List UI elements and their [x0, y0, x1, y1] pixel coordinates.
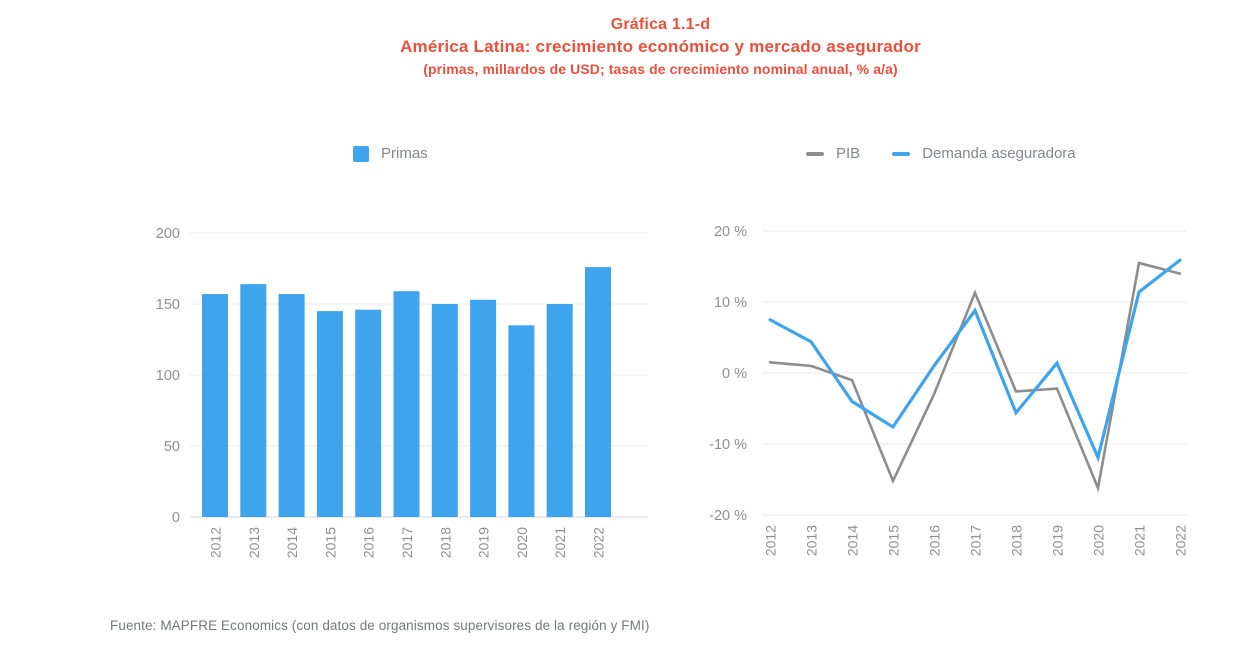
x-tick-2018: 2018: [437, 527, 453, 558]
chart-title-main: América Latina: crecimiento económico y …: [400, 37, 921, 56]
x-tick-2013: 2013: [246, 527, 262, 558]
y-tick--20: -20 %: [709, 508, 747, 524]
bar-2018: [431, 304, 458, 517]
x-tick-2021: 2021: [1132, 525, 1148, 556]
x-tick-2014: 2014: [845, 525, 861, 556]
legend-primas: Primas: [353, 145, 428, 162]
legend-lines: PIB Demanda aseguradora: [806, 145, 1076, 162]
bar-2012: [202, 294, 228, 517]
x-tick-2017: 2017: [399, 527, 415, 558]
series-line-demanda-aseguradora: [768, 258, 1182, 463]
y-tick-0: 0: [172, 510, 180, 526]
chart-title-subtitle: (primas, millardos de USD; tasas de crec…: [423, 61, 898, 77]
primas-swatch-icon: [353, 145, 369, 162]
legend-item-pib: PIB: [806, 145, 860, 162]
x-tick-2022: 2022: [1173, 525, 1189, 556]
series-line-pib: [768, 261, 1182, 493]
legend-demanda-label: Demanda aseguradora: [922, 145, 1076, 162]
y-tick-10: 10 %: [714, 295, 747, 311]
x-tick-2021: 2021: [552, 527, 568, 558]
x-tick-2012: 2012: [763, 525, 779, 556]
source-note: Fuente: MAPFRE Economics (con datos de o…: [110, 618, 650, 633]
bar-2021: [546, 304, 573, 517]
y-tick--10: -10 %: [709, 437, 747, 453]
x-tick-2020: 2020: [514, 527, 530, 558]
y-tick-150: 150: [156, 297, 180, 313]
bar-2015: [316, 311, 343, 517]
x-tick-2020: 2020: [1091, 525, 1107, 556]
primas-bar-chart: 200 150 100 50 0 2012 2013 2014 2015 2016 2017 2018…: [156, 226, 648, 558]
x-tick-2014: 2014: [284, 527, 300, 558]
bar-2017: [393, 291, 420, 517]
x-tick-2015: 2015: [886, 525, 902, 556]
x-tick-2019: 2019: [476, 527, 492, 558]
bar-2019: [470, 299, 497, 517]
y-tick-20: 20 %: [714, 224, 747, 240]
bar-2014: [278, 294, 305, 517]
bar-2020: [508, 325, 535, 517]
legend-item-demanda: Demanda aseguradora: [892, 145, 1076, 162]
bar-2016: [355, 309, 382, 517]
y-tick-100: 100: [156, 368, 180, 384]
bar-2013: [240, 284, 267, 517]
y-tick-200: 200: [156, 226, 180, 242]
y-tick-0: 0 %: [722, 366, 747, 382]
legend-pib-label: PIB: [836, 145, 861, 162]
x-tick-2017: 2017: [968, 525, 984, 556]
bar-2022: [585, 267, 611, 517]
x-tick-2015: 2015: [322, 527, 338, 558]
x-tick-2022: 2022: [591, 527, 607, 558]
pib-line-icon: [806, 151, 824, 156]
x-tick-2012: 2012: [208, 527, 224, 558]
chart-title-number: Gráfica 1.1-d: [610, 16, 711, 33]
y-tick-50: 50: [164, 439, 180, 455]
x-tick-2019: 2019: [1050, 525, 1066, 556]
x-tick-2013: 2013: [804, 525, 820, 556]
x-tick-2016: 2016: [927, 525, 943, 556]
legend-primas-label: Primas: [381, 145, 428, 162]
demanda-line-icon: [892, 151, 911, 156]
chart-title: Gráfica 1.1-d América Latina: crecimient…: [0, 14, 1257, 80]
x-tick-2016: 2016: [361, 527, 377, 558]
x-tick-2018: 2018: [1009, 525, 1025, 556]
growth-line-chart: 20 % 10 % 0 % -10 % -20 % 2012 2013 2014 2015 201…: [709, 224, 1189, 556]
